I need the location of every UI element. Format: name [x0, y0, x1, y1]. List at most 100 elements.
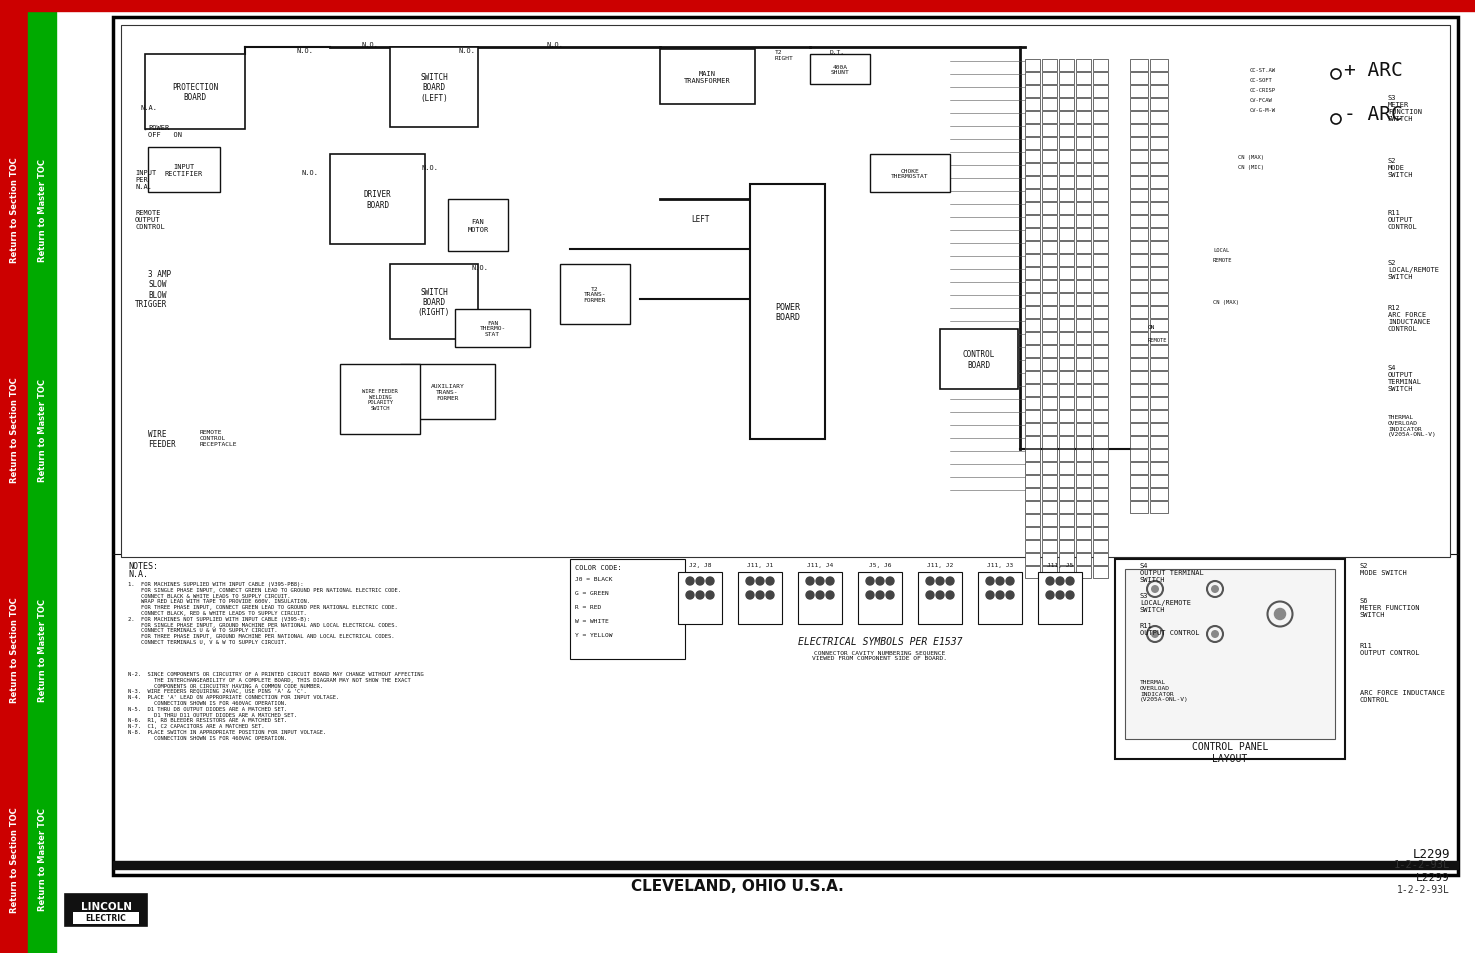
Text: T2
TRANS-
FORMER: T2 TRANS- FORMER [584, 287, 606, 303]
Circle shape [996, 592, 1004, 599]
Bar [1150, 138, 1168, 150]
Bar [1075, 450, 1091, 461]
Bar [1041, 319, 1058, 332]
Bar [1075, 215, 1091, 228]
Bar [1093, 164, 1108, 175]
Circle shape [826, 592, 833, 599]
Bar [1059, 346, 1074, 357]
Bar [1059, 540, 1074, 553]
Bar [1093, 177, 1108, 189]
Bar [1041, 358, 1058, 371]
Bar [1093, 489, 1108, 500]
Circle shape [1066, 578, 1074, 585]
Bar [1059, 73, 1074, 85]
Bar [1041, 307, 1058, 318]
Text: MAIN
TRANSFORMER: MAIN TRANSFORMER [684, 71, 732, 84]
Bar [1059, 489, 1074, 500]
Circle shape [1274, 608, 1286, 620]
Bar [1059, 215, 1074, 228]
Bar [1059, 294, 1074, 306]
Bar [1150, 411, 1168, 422]
Bar [1130, 177, 1148, 189]
Bar [1075, 372, 1091, 384]
Text: Return to Section TOC: Return to Section TOC [9, 157, 19, 263]
Bar [1093, 112, 1108, 124]
Text: CV-G-M-W: CV-G-M-W [1249, 108, 1276, 112]
Bar [1059, 501, 1074, 514]
Bar [1025, 527, 1040, 539]
Text: - ARC: - ARC [1344, 106, 1403, 125]
Bar [1075, 333, 1091, 345]
Bar [1130, 254, 1148, 267]
Circle shape [707, 578, 714, 585]
Bar [1075, 86, 1091, 98]
Bar [1059, 527, 1074, 539]
Circle shape [985, 578, 994, 585]
Bar [1130, 319, 1148, 332]
Bar [1130, 60, 1148, 71]
Text: Return to Master TOC: Return to Master TOC [37, 598, 47, 700]
Bar [114, 862, 1457, 869]
Circle shape [886, 592, 894, 599]
Bar [1025, 215, 1040, 228]
Bar [1025, 203, 1040, 214]
Text: COLOR CODE:: COLOR CODE: [575, 564, 622, 571]
Bar [1025, 566, 1040, 578]
Circle shape [1211, 630, 1218, 639]
Text: Return to Master TOC: Return to Master TOC [37, 807, 47, 910]
Bar [1059, 450, 1074, 461]
Text: LEFT: LEFT [690, 214, 709, 224]
Circle shape [1056, 592, 1063, 599]
Bar [1150, 60, 1168, 71]
Circle shape [826, 578, 833, 585]
Bar [1059, 476, 1074, 488]
Text: CN (MAX): CN (MAX) [1238, 154, 1264, 160]
Bar [1093, 229, 1108, 241]
Text: R11
OUTPUT
CONTROL: R11 OUTPUT CONTROL [1388, 210, 1417, 230]
Bar [1150, 281, 1168, 293]
Circle shape [746, 592, 754, 599]
Bar [1041, 450, 1058, 461]
Bar [1025, 333, 1040, 345]
Bar [1075, 99, 1091, 111]
Bar [1130, 501, 1148, 514]
Bar [1150, 215, 1168, 228]
Text: AUXILIARY
TRANS-
FORMER: AUXILIARY TRANS- FORMER [431, 384, 465, 400]
Text: J2, J8: J2, J8 [689, 562, 711, 567]
Bar [1025, 423, 1040, 436]
Bar [1093, 501, 1108, 514]
Text: CC-SOFT: CC-SOFT [1249, 78, 1273, 83]
Bar [1075, 177, 1091, 189]
Text: TRIGGER: TRIGGER [136, 299, 167, 309]
Bar [1130, 73, 1148, 85]
Bar [1150, 294, 1168, 306]
Text: R12
ARC FORCE
INDUCTANCE
CONTROL: R12 ARC FORCE INDUCTANCE CONTROL [1388, 305, 1431, 332]
Bar [72, 912, 139, 924]
Bar [1025, 397, 1040, 410]
Bar [1093, 73, 1108, 85]
Bar [28, 0, 56, 953]
Bar [1130, 333, 1148, 345]
Bar [1150, 462, 1168, 475]
Text: WIRE
FEEDER: WIRE FEEDER [148, 430, 176, 449]
Text: N.O.: N.O. [472, 265, 488, 271]
Bar [1075, 476, 1091, 488]
Bar [1025, 164, 1040, 175]
Bar [1130, 125, 1148, 137]
Circle shape [766, 592, 774, 599]
Text: Return to Section TOC: Return to Section TOC [9, 806, 19, 912]
Bar [1093, 203, 1108, 214]
Bar [1041, 229, 1058, 241]
Text: CV-FCAW: CV-FCAW [1249, 98, 1273, 103]
Bar [870, 154, 950, 193]
Bar [1059, 423, 1074, 436]
Bar [1093, 242, 1108, 253]
Bar [1025, 450, 1040, 461]
Bar [1059, 385, 1074, 396]
Bar [1130, 112, 1148, 124]
Circle shape [757, 578, 764, 585]
Bar [1130, 215, 1148, 228]
Bar [400, 365, 496, 419]
Text: N-2.  SINCE COMPONENTS OR CIRCUITRY OF A PRINTED CIRCUIT BOARD MAY CHANGE WITHOU: N-2. SINCE COMPONENTS OR CIRCUITRY OF A … [128, 671, 423, 740]
Text: POWER
OFF   ON: POWER OFF ON [148, 125, 181, 138]
